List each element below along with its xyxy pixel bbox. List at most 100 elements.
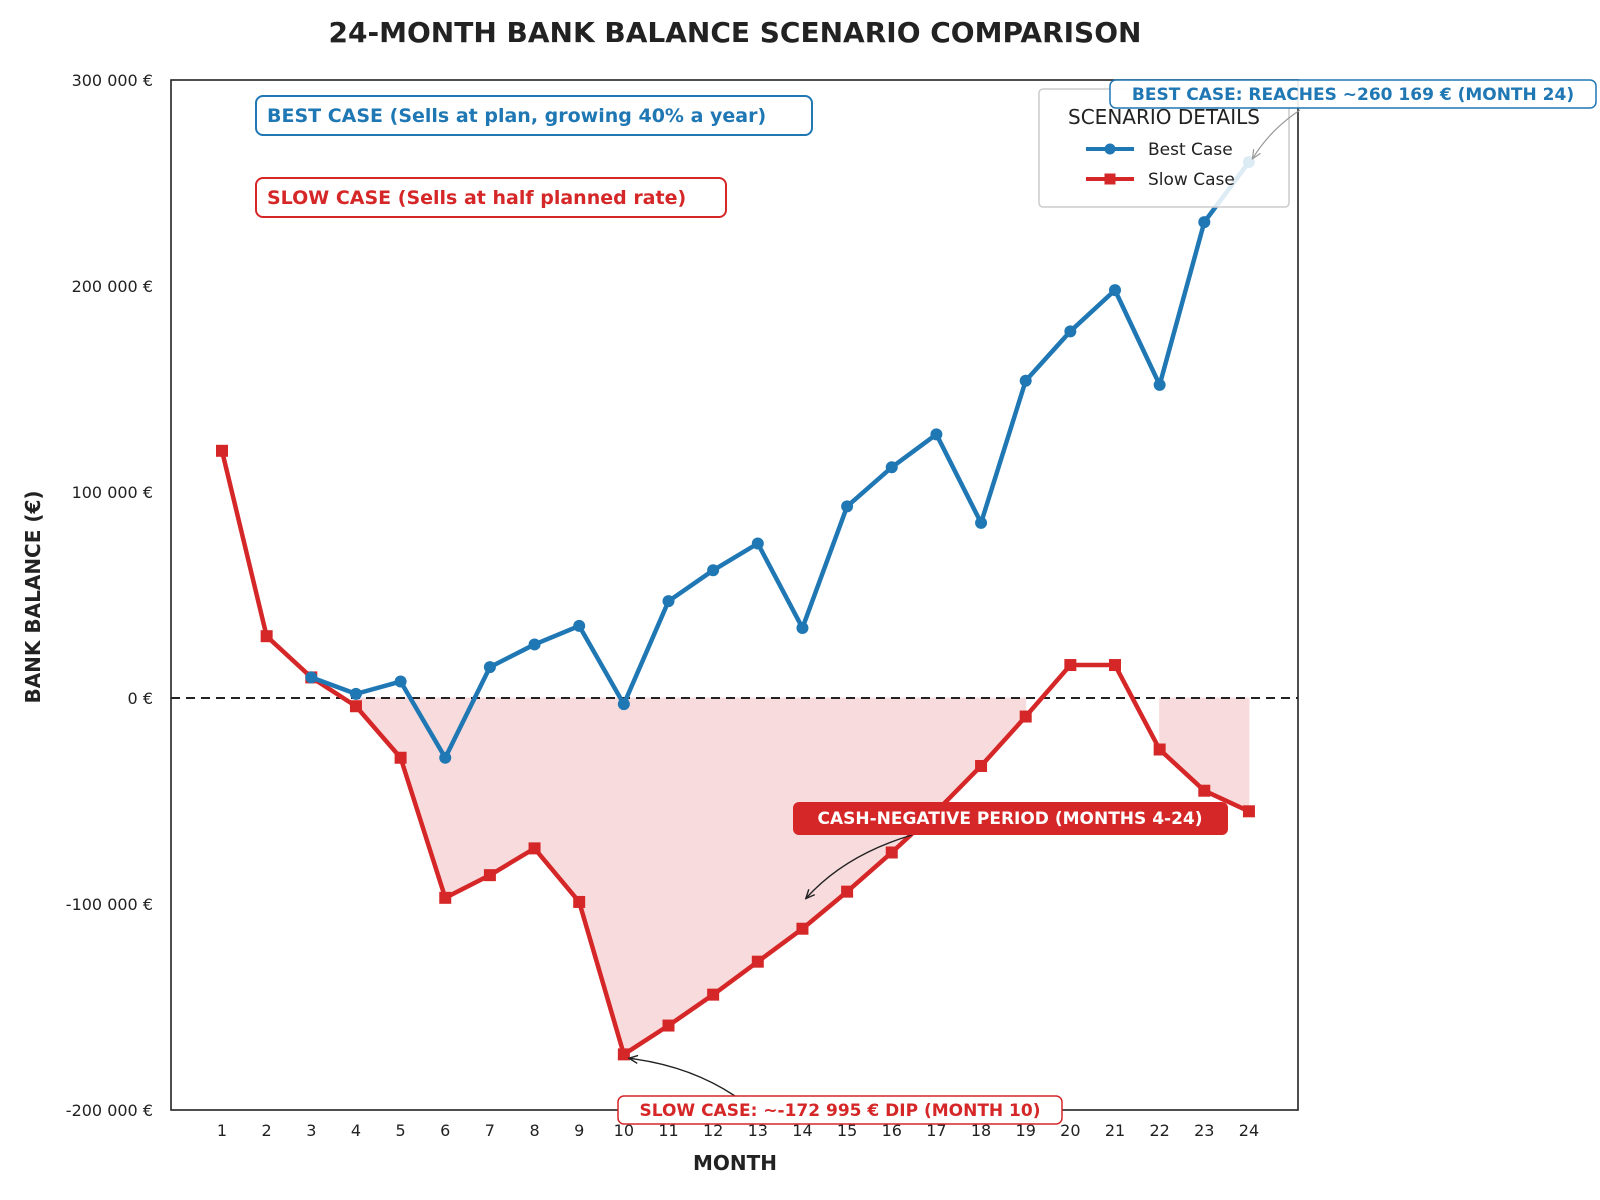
slow-case-point — [216, 444, 228, 457]
x-tick-label: 14 — [792, 1121, 812, 1140]
best-case-box: BEST CASE (Sells at plan, growing 40% a … — [255, 95, 813, 136]
best-case-point — [841, 500, 854, 513]
slow-case-point — [260, 630, 273, 643]
best-case-point — [349, 687, 362, 700]
y-axis-ticks: 300 000 € 200 000 € 100 000 € 0 € -100 000 €… — [66, 71, 153, 1120]
x-axis-label: MONTH — [693, 1151, 777, 1175]
legend-title: SCENARIO DETAILS — [1068, 105, 1260, 129]
slow-case-box-text: SLOW CASE (Sells at half planned rate) — [267, 187, 686, 209]
best-case-point — [394, 675, 407, 688]
y-tick-label: 100 000 € — [72, 483, 153, 502]
series-line-slow-case — [219, 448, 1252, 1057]
series-line-best-case — [309, 159, 1252, 760]
best-case-point — [573, 619, 586, 632]
x-tick-label: 15 — [837, 1121, 857, 1140]
x-tick-label: 21 — [1105, 1121, 1125, 1140]
slow-case-point — [707, 988, 720, 1001]
x-tick-label: 20 — [1060, 1121, 1080, 1140]
slow-case-point — [349, 700, 362, 713]
slow-dip-arrow — [630, 1058, 736, 1097]
x-tick-label: 4 — [351, 1121, 361, 1140]
legend-best-marker — [1104, 143, 1116, 155]
slow-case-point — [751, 955, 764, 968]
x-tick-label: 19 — [1016, 1121, 1036, 1140]
best-case-point — [751, 537, 764, 550]
x-tick-label: 9 — [574, 1121, 584, 1140]
x-tick-label: 22 — [1149, 1121, 1169, 1140]
best-peak-annotation: BEST CASE: REACHES ~260 169 € (MONTH 24) — [1109, 79, 1597, 158]
best-case-point — [930, 428, 943, 441]
best-case-box-text: BEST CASE (Sells at plan, growing 40% a … — [267, 105, 766, 127]
x-tick-label: 11 — [658, 1121, 678, 1140]
x-axis-ticks: 1 2 3 4 5 6 7 8 9 10 11 12 13 14 15 16 17 18 19 20 21 22 23 24 — [217, 1121, 1259, 1140]
x-tick-label: 18 — [971, 1121, 991, 1140]
best-case-point — [885, 461, 898, 474]
slow-case-point — [1198, 784, 1211, 797]
best-peak-annotation-text: BEST CASE: REACHES ~260 169 € (MONTH 24) — [1132, 85, 1574, 105]
slow-case-point — [796, 922, 809, 935]
x-tick-label: 23 — [1194, 1121, 1214, 1140]
x-tick-label: 5 — [396, 1121, 406, 1140]
legend-slow-marker — [1104, 173, 1116, 185]
y-tick-label: 200 000 € — [72, 277, 153, 296]
slow-case-point — [394, 751, 407, 764]
best-case-point — [796, 621, 809, 634]
best-case-point — [707, 564, 720, 577]
negative-period-annotation-text: CASH-NEGATIVE PERIOD (MONTHS 4-24) — [817, 809, 1202, 829]
legend: SCENARIO DETAILS Best Case Slow Case — [1038, 88, 1290, 208]
slow-case-point — [617, 1048, 630, 1061]
slow-dip-annotation: SLOW CASE: ~-172 995 € DIP (MONTH 10) — [617, 1058, 1063, 1125]
y-axis-label: BANK BALANCE (€) — [21, 490, 45, 703]
slow-case-point — [975, 759, 988, 772]
best-peak-arrow — [1253, 109, 1301, 158]
slow-case-box: SLOW CASE (Sells at half planned rate) — [255, 177, 727, 218]
best-case-point — [1109, 284, 1121, 297]
best-case-point — [975, 516, 988, 529]
slow-dip-annotation-text: SLOW CASE: ~-172 995 € DIP (MONTH 10) — [639, 1101, 1040, 1121]
negative-fill-region — [355, 697, 1027, 1056]
legend-best-label: Best Case — [1148, 140, 1233, 160]
slow-case-point — [528, 842, 541, 855]
slow-case-point — [1019, 710, 1032, 723]
x-tick-label: 24 — [1239, 1121, 1259, 1140]
slow-case-point — [1242, 805, 1255, 818]
best-case-point — [1198, 216, 1211, 229]
slow-case-point — [573, 895, 586, 908]
x-tick-label: 1 — [217, 1121, 227, 1140]
best-case-point — [662, 595, 675, 608]
y-tick-label: 0 € — [128, 689, 153, 708]
x-tick-label: 17 — [926, 1121, 946, 1140]
x-tick-label: 3 — [306, 1121, 316, 1140]
x-tick-label: 6 — [440, 1121, 450, 1140]
best-case-point — [617, 698, 630, 711]
series-layer — [216, 156, 1255, 1061]
best-case-point — [1153, 378, 1166, 391]
x-tick-label: 10 — [614, 1121, 634, 1140]
legend-slow-label: Slow Case — [1148, 170, 1235, 190]
best-case-point — [483, 661, 496, 674]
negative-period-annotation: CASH-NEGATIVE PERIOD (MONTHS 4-24) — [793, 802, 1228, 898]
y-tick-label: -200 000 € — [66, 1101, 153, 1120]
best-case-point — [528, 638, 541, 651]
best-case-point — [1064, 325, 1077, 338]
chart-title: 24-MONTH BANK BALANCE SCENARIO COMPARISO… — [329, 16, 1142, 49]
x-tick-label: 12 — [703, 1121, 723, 1140]
slow-case-point — [1153, 743, 1166, 756]
x-tick-label: 2 — [262, 1121, 272, 1140]
best-case-point — [1019, 374, 1032, 387]
negative-period-arrow — [806, 834, 913, 898]
slow-case-point — [1109, 659, 1121, 672]
y-tick-label: 300 000 € — [72, 71, 153, 90]
y-tick-label: -100 000 € — [66, 895, 153, 914]
slow-case-point — [841, 885, 854, 898]
slow-case-point — [439, 891, 452, 904]
slow-case-point — [885, 846, 898, 859]
slow-case-point — [1064, 659, 1077, 672]
x-tick-label: 7 — [485, 1121, 495, 1140]
x-tick-label: 13 — [748, 1121, 768, 1140]
slow-case-point — [483, 869, 496, 882]
x-tick-label: 16 — [882, 1121, 902, 1140]
best-case-point — [305, 671, 318, 684]
best-case-point — [439, 751, 452, 764]
